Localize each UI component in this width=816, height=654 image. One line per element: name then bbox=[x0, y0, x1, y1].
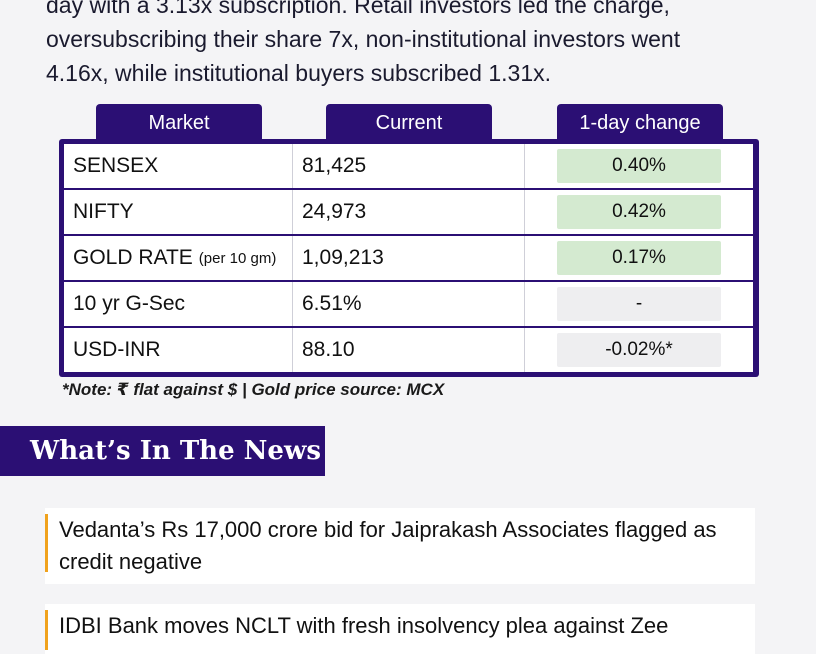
current-value: 6.51% bbox=[293, 282, 525, 326]
current-value: 81,425 bbox=[293, 144, 525, 188]
market-name: SENSEX bbox=[64, 144, 293, 188]
market-name: 10 yr G-Sec bbox=[64, 282, 293, 326]
change-badge: 0.40% bbox=[557, 149, 721, 183]
current-value: 24,973 bbox=[293, 190, 525, 234]
news-item[interactable]: IDBI Bank moves NCLT with fresh insolven… bbox=[45, 604, 755, 654]
col-header-market: Market bbox=[96, 104, 262, 142]
change-badge: 0.17% bbox=[557, 241, 721, 275]
accent-bar bbox=[45, 514, 48, 572]
table-row: 10 yr G-Sec 6.51% - bbox=[64, 282, 753, 326]
col-header-current: Current bbox=[326, 104, 492, 142]
intro-line: oversubscribing their share 7x, non-inst… bbox=[46, 26, 681, 52]
market-name: NIFTY bbox=[64, 190, 293, 234]
change-badge: 0.42% bbox=[557, 195, 721, 229]
col-header-change: 1-day change bbox=[557, 104, 723, 142]
intro-line: 4.16x, while institutional buyers subscr… bbox=[46, 60, 552, 86]
accent-bar bbox=[45, 610, 48, 650]
current-value: 88.10 bbox=[293, 328, 525, 372]
market-name: GOLD RATE (per 10 gm) bbox=[64, 236, 293, 280]
intro-line: day with a 3.13x subscription. Retail in… bbox=[46, 0, 670, 18]
table-row: GOLD RATE (per 10 gm) 1,09,213 0.17% bbox=[64, 236, 753, 280]
change-badge: - bbox=[557, 287, 721, 321]
news-section-title: What’s In The News bbox=[0, 426, 325, 476]
current-value: 1,09,213 bbox=[293, 236, 525, 280]
market-name: USD-INR bbox=[64, 328, 293, 372]
table-row: NIFTY 24,973 0.42% bbox=[64, 190, 753, 234]
change-badge: -0.02%* bbox=[557, 333, 721, 367]
table-footnote: *Note: ₹ flat against $ | Gold price sou… bbox=[62, 380, 445, 399]
intro-paragraph: day with a 3.13x subscription. Retail in… bbox=[46, 0, 786, 90]
table-row: USD-INR 88.10 -0.02%* bbox=[64, 328, 753, 372]
market-table: SENSEX 81,425 0.40% NIFTY 24,973 0.42% G… bbox=[59, 139, 759, 377]
unit-note: (per 10 gm) bbox=[198, 249, 277, 267]
news-item[interactable]: Vedanta’s Rs 17,000 crore bid for Jaipra… bbox=[45, 508, 755, 584]
news-headline[interactable]: IDBI Bank moves NCLT with fresh insolven… bbox=[59, 613, 669, 638]
table-row: SENSEX 81,425 0.40% bbox=[64, 144, 753, 188]
news-headline[interactable]: Vedanta’s Rs 17,000 crore bid for Jaipra… bbox=[59, 517, 717, 574]
